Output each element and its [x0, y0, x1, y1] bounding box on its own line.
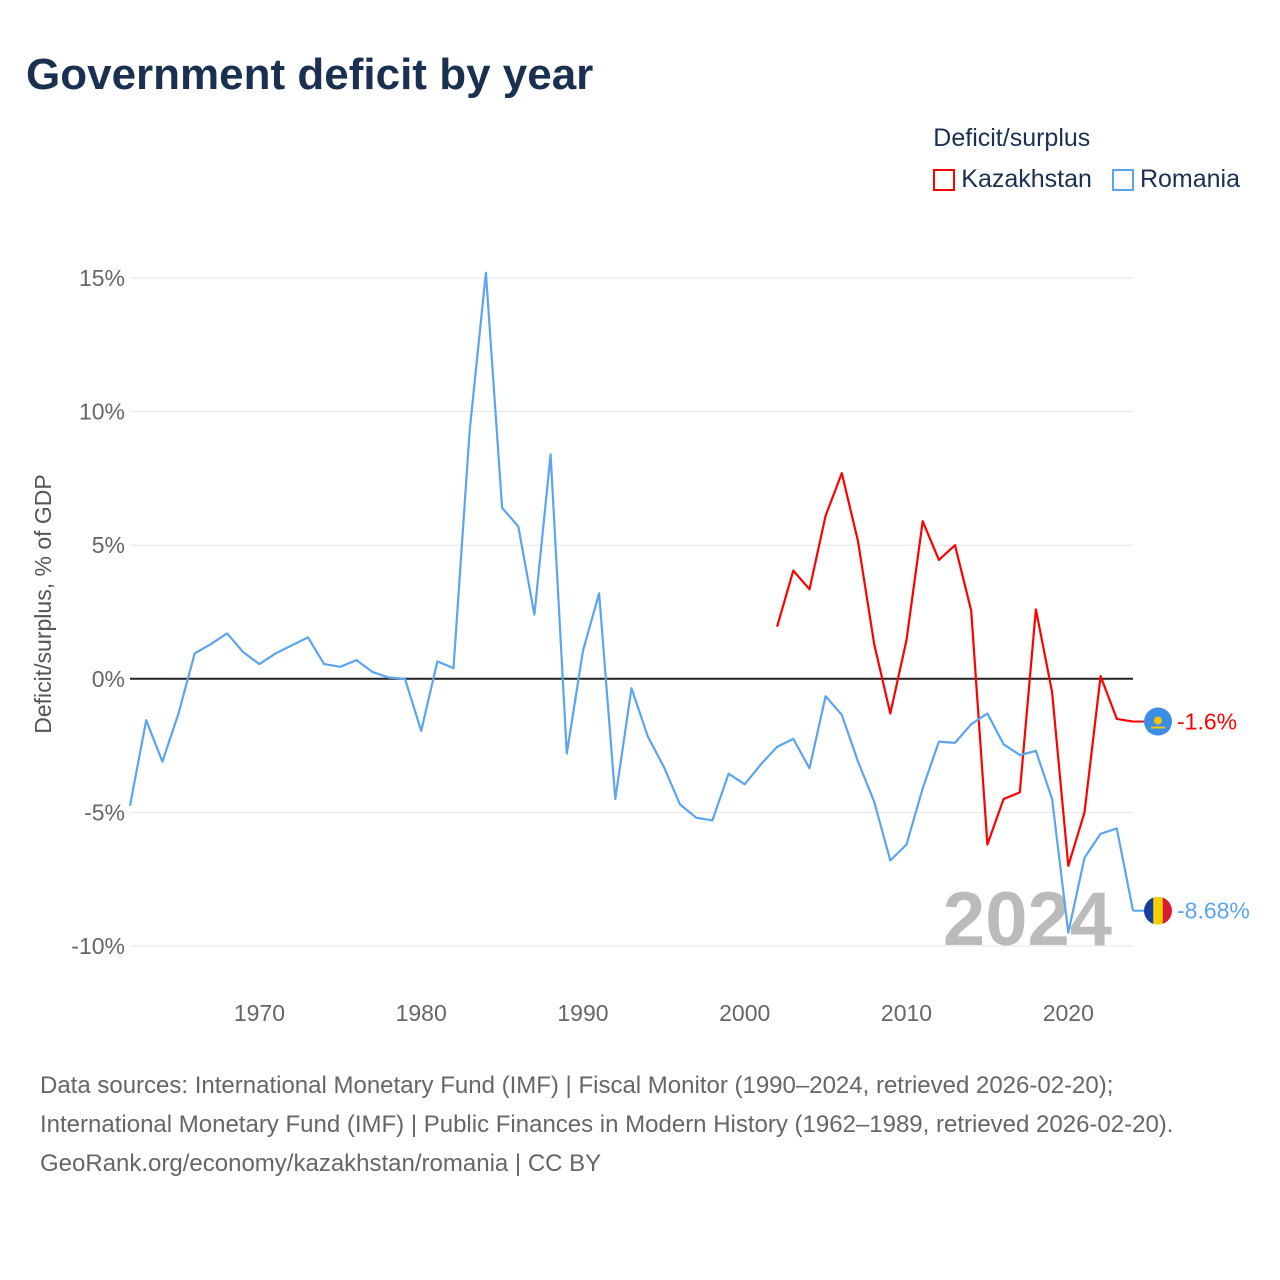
flag-eagle	[1151, 726, 1165, 729]
y-tick-label: -5%	[84, 799, 125, 825]
flag-sun	[1154, 716, 1162, 725]
legend-item-kazakhstan[interactable]: Kazakhstan	[933, 165, 1092, 194]
romania-flag-stripe	[1153, 896, 1163, 925]
chart-plot: 15% 10% 5% 0% -5% -10% 1970 1980 1990 2000 2010 202…	[30, 265, 1250, 1026]
footer: Data sources: International Monetary Fun…	[40, 1066, 1240, 1183]
y-tick-label: -10%	[71, 933, 125, 959]
credit-link[interactable]: GeoRank.org/economy/kazakhstan/romania |…	[40, 1150, 602, 1177]
legend-title: Deficit/surplus	[933, 124, 1091, 152]
romania-flag-stripe	[1144, 896, 1154, 925]
y-tick-label: 15%	[79, 265, 125, 291]
x-tick-label: 2020	[1043, 1000, 1094, 1026]
legend-item-romania[interactable]: Romania	[1111, 165, 1240, 194]
legend-label: Kazakhstan	[961, 165, 1092, 193]
x-tick-label: 1980	[396, 1000, 447, 1026]
end-value-label: -8.68%	[1177, 898, 1250, 924]
y-tick-label: 5%	[92, 532, 125, 558]
x-tick-label: 1990	[557, 1000, 608, 1026]
series-line-kazakhstan	[776, 472, 1134, 867]
x-tick-label: 2000	[719, 1000, 770, 1026]
legend-swatch	[933, 168, 956, 191]
end-value-label: -1.6%	[1177, 709, 1237, 735]
y-axis-label: Deficit/surplus, % of GDP	[30, 474, 56, 733]
y-tick-label: 10%	[79, 399, 125, 425]
y-tick-label: 0%	[92, 666, 125, 692]
year-watermark: 2024	[943, 877, 1112, 962]
data-sources: Data sources: International Monetary Fun…	[40, 1072, 1174, 1138]
legend-swatch	[1111, 168, 1134, 191]
series-line-romania	[128, 271, 1135, 934]
chart-title: Government deficit by year	[26, 50, 594, 99]
legend: Deficit/surplus Kazakhstan Romania	[933, 124, 1240, 194]
romania-flag-stripe	[1162, 896, 1172, 925]
x-tick-label: 2010	[881, 1000, 932, 1026]
legend-label: Romania	[1139, 165, 1240, 193]
x-tick-label: 1970	[234, 1000, 285, 1026]
